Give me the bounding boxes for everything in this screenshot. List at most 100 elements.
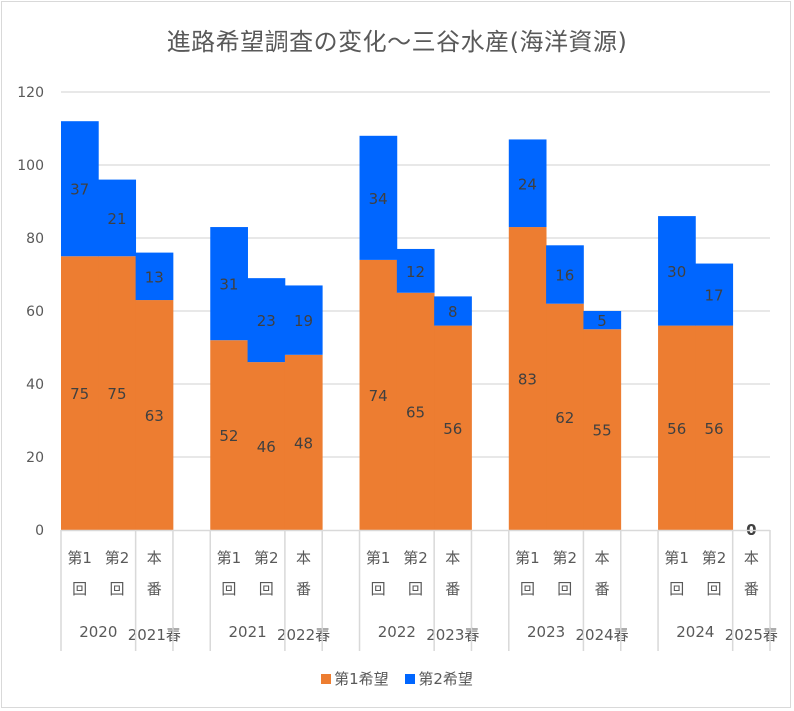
data-label-second-choice: 12 (406, 263, 425, 281)
bar-first-choice (546, 303, 584, 530)
y-tick-label: 80 (26, 231, 44, 247)
bar-second-choice (284, 285, 323, 355)
bar-second-choice (210, 227, 248, 341)
bar-second-choice (434, 296, 472, 326)
data-label-first-choice: 63 (145, 407, 164, 425)
data-label-second-choice: 34 (369, 190, 388, 208)
data-label-first-choice: 52 (219, 427, 238, 445)
x-label-round-bottom: 回 (669, 580, 684, 598)
data-label-first-choice: 65 (406, 403, 425, 421)
x-label-round-bottom: 回 (707, 580, 722, 598)
data-label-second-choice: 17 (704, 287, 723, 305)
x-label-round-top: 本 (296, 549, 311, 567)
y-tick-label: 120 (17, 85, 44, 101)
data-label-first-choice: 48 (294, 434, 313, 452)
bar-second-choice (658, 216, 696, 326)
x-label-round-bottom: 回 (520, 580, 535, 598)
x-label-round-top: 第1 (67, 549, 92, 567)
x-label-round-top: 第2 (403, 549, 428, 567)
bar-first-choice (98, 256, 137, 530)
x-label-round-top: 第1 (366, 549, 391, 567)
bar-second-choice (135, 252, 174, 301)
legend-item-second-choice: 第2希望 (405, 668, 473, 689)
x-label-round-bottom: 回 (371, 580, 386, 598)
x-label-round-top: 第2 (254, 549, 279, 567)
bar-first-choice (583, 329, 622, 530)
x-label-round-bottom: 回 (221, 580, 236, 598)
x-label-round-bottom: 回 (557, 580, 572, 598)
legend: 第1希望 第2希望 (0, 668, 794, 689)
data-label-first-choice: 75 (70, 385, 89, 403)
x-label-spring: 2022春 (277, 626, 330, 644)
bar-first-choice (247, 362, 286, 530)
bar-first-choice (135, 300, 174, 530)
data-label-first-choice: 62 (555, 409, 574, 427)
bar-first-choice (359, 259, 398, 530)
bar-second-choice (546, 245, 584, 304)
bar-second-choice (61, 121, 99, 257)
bar-second-choice (359, 135, 398, 260)
data-label-first-choice: 75 (107, 385, 126, 403)
x-label-round-top: 第1 (515, 549, 540, 567)
data-label-second-choice: 37 (70, 181, 89, 199)
data-label-second-choice: 23 (257, 312, 276, 330)
x-label-round-top: 第2 (552, 549, 577, 567)
x-label-round-top: 第1 (664, 549, 689, 567)
data-label-first-choice: 46 (257, 438, 276, 456)
data-label-first-choice: 56 (443, 420, 462, 438)
y-tick-label: 20 (26, 450, 44, 466)
bar-first-choice (210, 340, 248, 530)
x-label-round-top: 本 (445, 549, 460, 567)
bar-second-choice (396, 248, 435, 293)
bar-first-choice (695, 325, 734, 530)
x-label-round-bottom: 回 (72, 580, 87, 598)
legend-swatch-first-choice (321, 674, 332, 684)
data-label-first-choice: 56 (667, 420, 686, 438)
x-label-round-top: 第2 (702, 549, 727, 567)
bar-first-choice (508, 227, 547, 531)
bar-second-choice (508, 139, 547, 228)
bar-second-choice (247, 278, 286, 363)
data-label-second-choice: 21 (107, 210, 126, 228)
data-label-first-choice: 55 (593, 422, 612, 440)
y-tick-label: 0 (35, 523, 44, 539)
bar-second-choice (695, 263, 734, 326)
x-label-round-bottom: 番 (296, 580, 311, 598)
x-label-round-bottom: 番 (744, 580, 759, 598)
x-label-spring: 2021春 (128, 626, 181, 644)
x-label-year: 2022 (378, 623, 416, 641)
x-label-round-bottom: 番 (445, 580, 460, 598)
x-label-round-top: 第2 (105, 549, 130, 567)
data-label-second-choice: 24 (518, 175, 537, 193)
x-label-round-top: 本 (744, 549, 759, 567)
x-label-spring: 2023春 (426, 626, 479, 644)
x-label-year: 2020 (79, 623, 117, 641)
legend-label-first-choice: 第1希望 (334, 670, 389, 688)
y-tick-label: 60 (26, 304, 44, 320)
legend-item-first-choice: 第1希望 (321, 668, 389, 689)
bar-second-choice (98, 179, 137, 257)
x-label-year: 2023 (527, 623, 565, 641)
y-tick-label: 40 (26, 377, 44, 393)
x-label-round-bottom: 回 (259, 580, 274, 598)
x-label-round-top: 本 (147, 549, 162, 567)
data-label-first-choice: 83 (518, 371, 537, 389)
legend-swatch-second-choice (405, 674, 416, 684)
bar-second-choice (583, 311, 622, 330)
data-label-second-choice: 5 (597, 312, 607, 330)
x-label-year: 2024 (676, 623, 714, 641)
data-label-first-choice: 56 (704, 420, 723, 438)
x-label-spring: 2025春 (725, 626, 778, 644)
bar-first-choice (284, 354, 323, 530)
data-label-first-choice: 74 (369, 387, 388, 405)
bar-first-choice (658, 325, 696, 530)
bar-first-choice (61, 256, 99, 530)
x-label-round-top: 第1 (217, 549, 242, 567)
bar-first-choice (434, 325, 472, 530)
x-label-round-bottom: 番 (595, 580, 610, 598)
y-tick-label: 100 (17, 158, 44, 174)
x-label-round-top: 本 (595, 549, 610, 567)
x-label-year: 2021 (228, 623, 266, 641)
x-label-round-bottom: 回 (408, 580, 423, 598)
